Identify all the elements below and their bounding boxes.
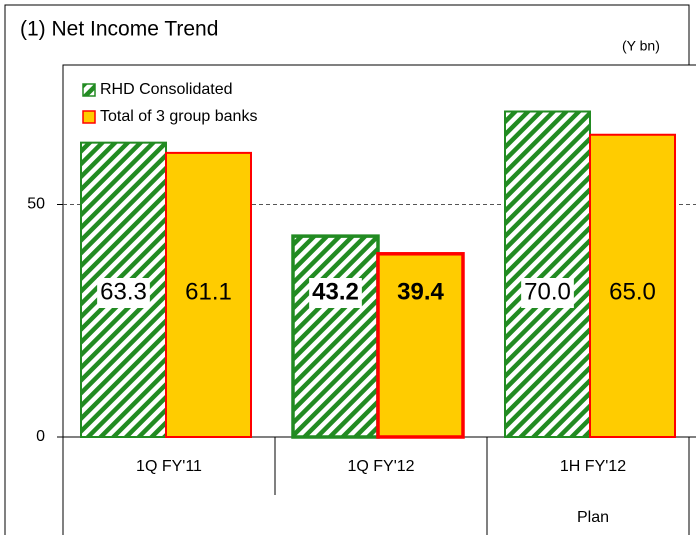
bar: [376, 252, 465, 439]
value-label: 43.2: [312, 278, 359, 305]
value-label: 39.4: [397, 278, 444, 305]
value-label-bg: [606, 278, 659, 308]
legend-label: Total of 3 group banks: [100, 108, 257, 125]
value-label: 61.1: [185, 278, 232, 305]
x-tick-label: 1Q FY'12: [347, 458, 414, 475]
value-label-bg: [394, 278, 447, 308]
value-label: 70.0: [524, 278, 571, 305]
legend-swatch: [82, 83, 96, 97]
y-tick-label: 0: [36, 428, 45, 445]
value-label: 63.3: [100, 278, 147, 305]
unit-label: (Y bn): [622, 38, 660, 54]
chart-title: (1) Net Income Trend: [20, 18, 218, 41]
y-tick-label: 50: [27, 196, 45, 213]
value-label-bg: [521, 278, 574, 308]
value-label-bg: [97, 278, 150, 308]
x-tick-label: 1Q FY'11: [136, 458, 202, 475]
bar: [291, 234, 380, 439]
x-tick-label: 1H FY'12: [560, 458, 626, 475]
value-label: 65.0: [609, 278, 656, 305]
value-label-bg: [309, 278, 362, 308]
legend-swatch: [82, 110, 96, 124]
bar: [504, 110, 591, 438]
legend-label: RHD Consolidated: [100, 81, 233, 98]
x-tick-sublabel: Plan: [577, 509, 609, 526]
value-label-bg: [182, 278, 235, 308]
